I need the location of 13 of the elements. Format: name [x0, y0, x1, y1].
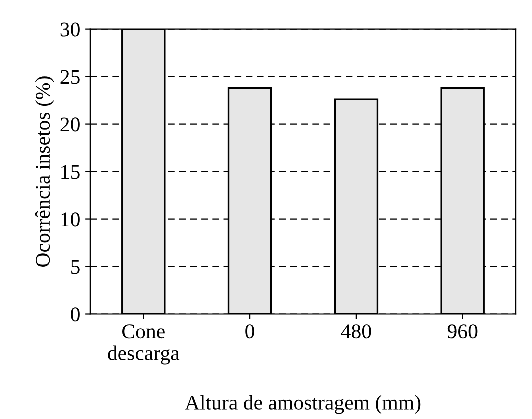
- x-tick-label: 0: [246, 324, 254, 339]
- y-tick-label: 20: [60, 118, 80, 132]
- y-axis-title: Ocorrência insetos (%): [35, 76, 54, 267]
- x-tick-label: 480: [341, 324, 372, 339]
- x-tick-label: 960: [448, 324, 478, 339]
- x-tick-label: Cone descarga: [108, 324, 180, 365]
- y-tick-label: 15: [62, 165, 80, 180]
- y-tick-label: 10: [62, 212, 80, 227]
- y-tick-label: 30: [60, 22, 80, 37]
- y-tick-label: 0: [71, 308, 80, 322]
- y-tick-label: 25: [60, 70, 80, 84]
- y-tick-label: 5: [72, 260, 80, 274]
- x-axis-title: Altura de amostragem (mm): [185, 395, 421, 414]
